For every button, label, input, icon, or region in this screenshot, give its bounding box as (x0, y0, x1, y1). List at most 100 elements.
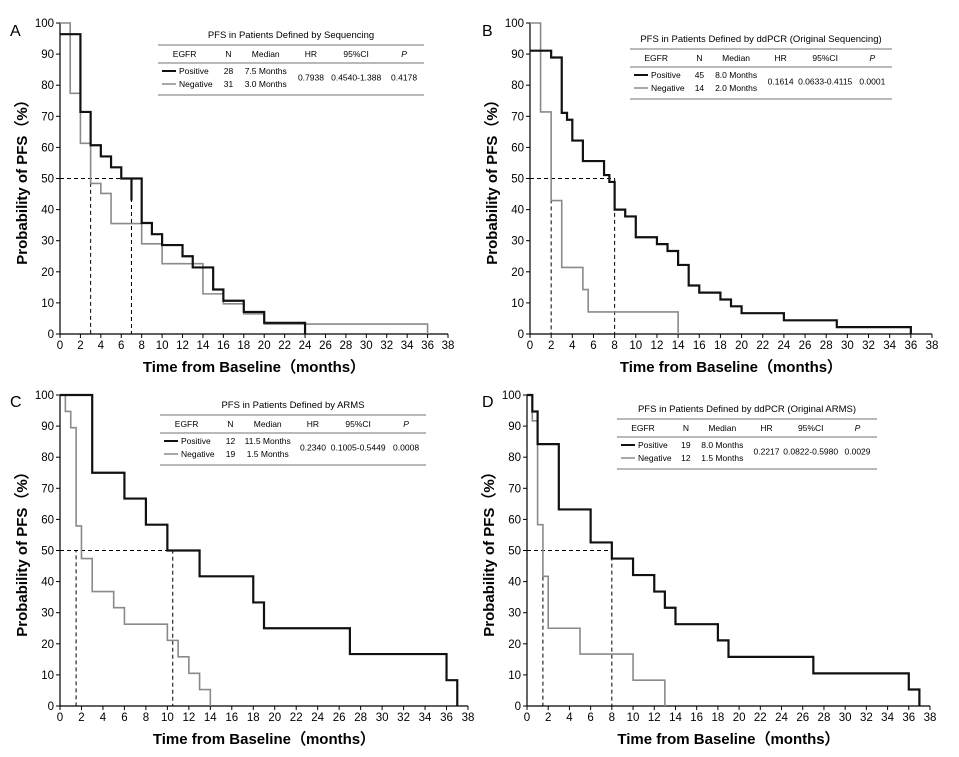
y-tick-label: 0 (515, 701, 521, 713)
y-tick-label: 60 (511, 142, 524, 154)
stats-table: PFS in Patients Defined by ARMS EGFR N Medi… (160, 400, 426, 466)
table-title: PFS in Patients Defined by Sequencing (208, 30, 374, 41)
y-tick-label: 10 (511, 298, 524, 310)
x-tick-label: 24 (299, 340, 312, 352)
x-tick-label: 30 (841, 340, 854, 352)
y-tick-label: 90 (508, 421, 521, 433)
x-tick-label: 32 (380, 340, 393, 352)
table-header: Median (722, 53, 750, 63)
x-tick-label: 28 (354, 712, 367, 724)
x-axis-label: Time from Baseline（months） (143, 358, 365, 376)
x-tick-label: 2 (548, 340, 554, 352)
table-p: 0.0029 (845, 447, 871, 457)
x-tick-label: 20 (258, 340, 271, 352)
median-reference-line (60, 550, 174, 706)
median-reference-line (527, 550, 544, 706)
table-header: N (225, 49, 231, 59)
x-tick-label: 34 (883, 340, 896, 352)
x-tick-label: 22 (756, 340, 769, 352)
stats-table: PFS in Patients Defined by ddPCR (Origin… (617, 404, 877, 470)
y-tick-label: 70 (41, 111, 54, 123)
x-tick-label: 34 (401, 340, 414, 352)
x-tick-label: 26 (799, 340, 812, 352)
table-n: 19 (681, 440, 691, 450)
y-tick-label: 20 (508, 639, 521, 651)
km-curve-positive (60, 33, 307, 334)
legend-label: Positive (638, 440, 668, 450)
table-hr: 0.2340 (300, 443, 326, 453)
median-reference-line (60, 178, 132, 334)
km-curve-positive (60, 393, 459, 706)
x-tick-label: 14 (197, 340, 210, 352)
table-median: 1.5 Months (701, 453, 743, 463)
table-hr: 0.1614 (768, 77, 794, 87)
x-tick-label: 2 (77, 340, 83, 352)
x-tick-label: 30 (839, 712, 852, 724)
x-tick-label: 36 (902, 712, 915, 724)
x-tick-label: 22 (278, 340, 291, 352)
x-tick-label: 6 (587, 712, 593, 724)
x-tick-label: 34 (881, 712, 894, 724)
table-hr: 0.7938 (298, 73, 324, 83)
table-n: 19 (226, 449, 236, 459)
x-tick-label: 10 (156, 340, 169, 352)
table-header: 95%CI (345, 419, 371, 429)
y-tick-label: 100 (502, 390, 521, 402)
table-header: Median (252, 49, 280, 59)
km-curve-negative (527, 394, 666, 706)
panel-letter: A (10, 23, 21, 40)
table-n: 14 (695, 83, 705, 93)
y-tick-label: 50 (511, 174, 524, 186)
x-tick-label: 28 (820, 340, 833, 352)
x-tick-label: 12 (182, 712, 195, 724)
table-header: EGFR (631, 423, 655, 433)
legend-label: Positive (179, 66, 209, 76)
y-tick-label: 40 (41, 205, 54, 217)
x-tick-label: 6 (590, 340, 596, 352)
panel-letter: C (10, 394, 22, 411)
table-header: HR (305, 49, 317, 59)
x-tick-label: 16 (693, 340, 706, 352)
x-tick-label: 32 (862, 340, 875, 352)
table-header: P (855, 423, 861, 433)
x-tick-label: 18 (247, 712, 260, 724)
y-tick-label: 10 (508, 670, 521, 682)
y-tick-label: 80 (41, 80, 54, 92)
y-tick-label: 0 (48, 701, 54, 713)
x-tick-label: 10 (161, 712, 174, 724)
table-header: P (401, 49, 407, 59)
x-tick-label: 38 (924, 712, 937, 724)
y-axis-label: Probability of PFS（%） (480, 464, 498, 637)
table-header: HR (307, 419, 319, 429)
table-median: 7.5 Months (245, 66, 287, 76)
table-ci: 0.0822-0.5980 (783, 447, 838, 457)
km-curve-negative (530, 22, 679, 334)
x-tick-label: 20 (268, 712, 281, 724)
panel-letter: D (482, 394, 494, 411)
table-ci: 0.4540-1.388 (331, 73, 381, 83)
y-tick-label: 30 (508, 608, 521, 620)
y-tick-label: 100 (35, 18, 54, 30)
y-tick-label: 80 (41, 452, 54, 464)
x-axis-label: Time from Baseline（months） (617, 730, 839, 748)
y-tick-label: 30 (41, 236, 54, 248)
x-tick-label: 22 (754, 712, 767, 724)
table-median: 8.0 Months (715, 70, 757, 80)
x-tick-label: 38 (926, 340, 939, 352)
x-tick-label: 24 (311, 712, 324, 724)
x-tick-label: 16 (225, 712, 238, 724)
stats-table: PFS in Patients Defined by ddPCR (Origin… (630, 34, 892, 100)
legend-label: Negative (181, 449, 215, 459)
table-p: 0.4178 (391, 73, 417, 83)
x-tick-label: 34 (419, 712, 432, 724)
x-tick-label: 16 (217, 340, 230, 352)
table-p: 0.0001 (859, 77, 885, 87)
table-header: 95%CI (343, 49, 369, 59)
x-tick-label: 18 (714, 340, 727, 352)
x-tick-label: 4 (98, 340, 105, 352)
y-tick-label: 10 (41, 670, 54, 682)
x-tick-label: 20 (735, 340, 748, 352)
